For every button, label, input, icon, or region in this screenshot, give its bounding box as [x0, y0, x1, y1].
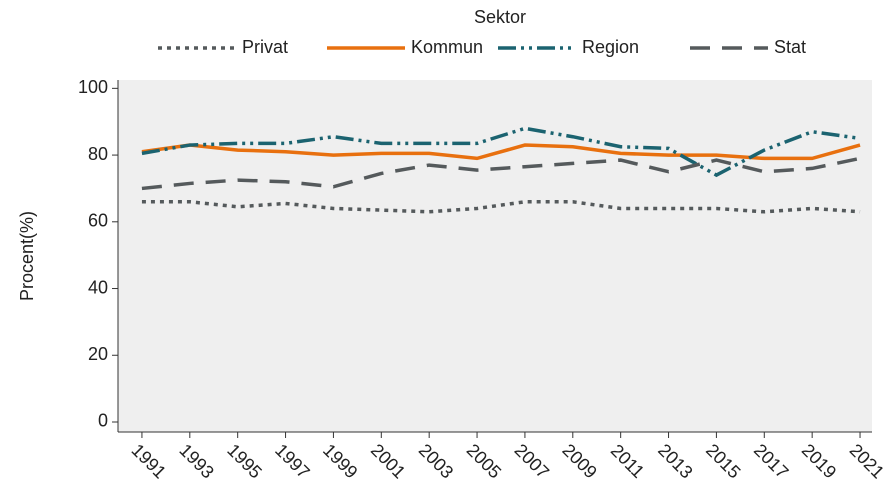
y-tick-label: 20	[88, 344, 108, 364]
x-tick-label: 2003	[415, 440, 457, 482]
y-tick-label: 100	[78, 77, 108, 97]
series-line	[141, 143, 861, 161]
legend-label: Privat	[242, 37, 288, 57]
x-tick-label: 1997	[271, 440, 313, 482]
series-line	[141, 200, 861, 214]
x-tick-label: 2005	[463, 440, 505, 482]
plot-area	[118, 80, 872, 432]
x-tick-label: 2007	[511, 440, 553, 482]
legend-label: Kommun	[411, 37, 483, 57]
series-line	[141, 156, 861, 191]
legend-label: Region	[582, 37, 639, 57]
x-tick-label: 1993	[175, 440, 217, 482]
x-tick-label: 2021	[846, 440, 888, 482]
x-tick-label: 2009	[558, 440, 600, 482]
series-line	[141, 126, 861, 178]
x-tick-label: 1995	[223, 440, 265, 482]
y-tick-label: 80	[88, 144, 108, 164]
x-tick-label: 2001	[367, 440, 409, 482]
x-tick-label: 2015	[702, 440, 744, 482]
y-tick-label: 60	[88, 211, 108, 231]
x-tick-label: 1999	[319, 440, 361, 482]
y-tick-label: 40	[88, 277, 108, 297]
legend-label: Stat	[774, 37, 806, 57]
legend-title: Sektor	[474, 7, 526, 27]
y-tick-label: 0	[98, 411, 108, 431]
x-tick-label: 2013	[654, 440, 696, 482]
x-tick-label: 2019	[798, 440, 840, 482]
x-tick-label: 1991	[128, 440, 170, 482]
y-axis-label: Procent(%)	[17, 211, 37, 301]
x-tick-label: 2011	[607, 440, 649, 482]
x-tick-label: 2017	[750, 440, 792, 482]
